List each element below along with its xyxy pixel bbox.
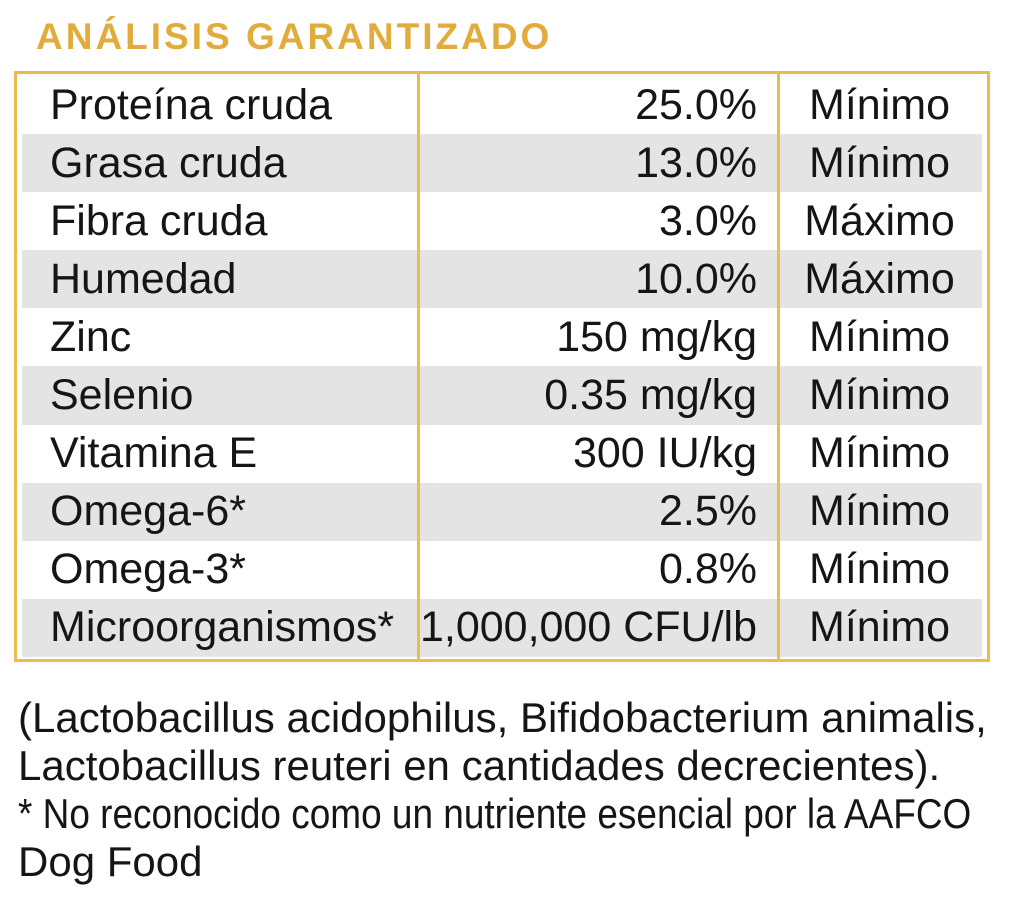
table-row: Selenio 0.35 mg/kg Mínimo xyxy=(22,366,982,425)
footnote-line: * No reconocido como un nutriente esenci… xyxy=(18,790,972,837)
nutrient-amount: 300 IU/kg xyxy=(572,429,757,478)
nutrient-name: Proteína cruda xyxy=(50,80,333,129)
limit-qualifier: Máximo xyxy=(804,196,955,245)
table-row: Humedad 10.0% Máximo xyxy=(22,250,982,309)
nutrient-amount: 3.0% xyxy=(658,196,757,245)
nutrient-name: Zinc xyxy=(50,312,132,361)
footnote: (Lactobacillus acidophilus, Bifidobacter… xyxy=(18,694,1024,886)
footnote-line: (Lactobacillus acidophilus, Bifidobacter… xyxy=(18,694,987,741)
nutrient-name: Omega-6* xyxy=(50,487,246,536)
nutrient-amount: 0.8% xyxy=(658,545,757,594)
table-row: Omega-6* 2.5% Mínimo xyxy=(22,482,982,541)
limit-qualifier: Mínimo xyxy=(809,487,950,536)
limit-qualifier: Mínimo xyxy=(809,371,950,420)
nutrient-name: Grasa cruda xyxy=(50,138,287,187)
limit-qualifier: Mínimo xyxy=(809,138,950,187)
nutrient-name: Vitamina E xyxy=(50,429,258,478)
table-row: Vitamina E 300 IU/kg Mínimo xyxy=(22,424,982,483)
nutrient-name: Microorganismos* xyxy=(50,603,395,652)
limit-qualifier: Mínimo xyxy=(809,545,950,594)
limit-qualifier: Mínimo xyxy=(809,312,950,361)
table-row: Proteína cruda 25.0% Mínimo xyxy=(22,76,982,135)
nutrient-name: Selenio xyxy=(50,371,194,420)
limit-qualifier: Mínimo xyxy=(809,603,950,652)
column-divider xyxy=(417,74,420,659)
nutrient-amount: 150 mg/kg xyxy=(556,312,757,361)
nutrient-name: Fibra cruda xyxy=(50,196,268,245)
analysis-table-rows: Proteína cruda 25.0% Mínimo Grasa cruda … xyxy=(22,76,982,657)
analysis-table: Proteína cruda 25.0% Mínimo Grasa cruda … xyxy=(14,71,990,662)
nutrient-amount: 1,000,000 CFU/lb xyxy=(419,603,757,652)
limit-qualifier: Mínimo xyxy=(809,80,950,129)
limit-qualifier: Máximo xyxy=(804,254,955,303)
nutrient-amount: 13.0% xyxy=(635,138,757,187)
footnote-line: Dog Food xyxy=(18,838,203,885)
nutrient-amount: 25.0% xyxy=(635,80,757,129)
footnote-line: Lactobacillus reuteri en cantidades decr… xyxy=(18,742,941,789)
nutrient-amount: 10.0% xyxy=(635,254,757,303)
page-title: ANÁLISIS GARANTIZADO xyxy=(36,16,553,57)
nutrient-name: Humedad xyxy=(50,254,237,303)
column-divider xyxy=(777,74,780,659)
nutrient-amount: 2.5% xyxy=(658,487,757,536)
table-row: Grasa cruda 13.0% Mínimo xyxy=(22,134,982,193)
table-row: Omega-3* 0.8% Mínimo xyxy=(22,540,982,599)
table-row: Zinc 150 mg/kg Mínimo xyxy=(22,308,982,367)
nutrient-amount: 0.35 mg/kg xyxy=(544,371,757,420)
nutrient-name: Omega-3* xyxy=(50,545,246,594)
limit-qualifier: Mínimo xyxy=(809,429,950,478)
table-row: Fibra cruda 3.0% Máximo xyxy=(22,192,982,251)
table-row: Microorganismos* 1,000,000 CFU/lb Mínimo xyxy=(22,598,982,657)
